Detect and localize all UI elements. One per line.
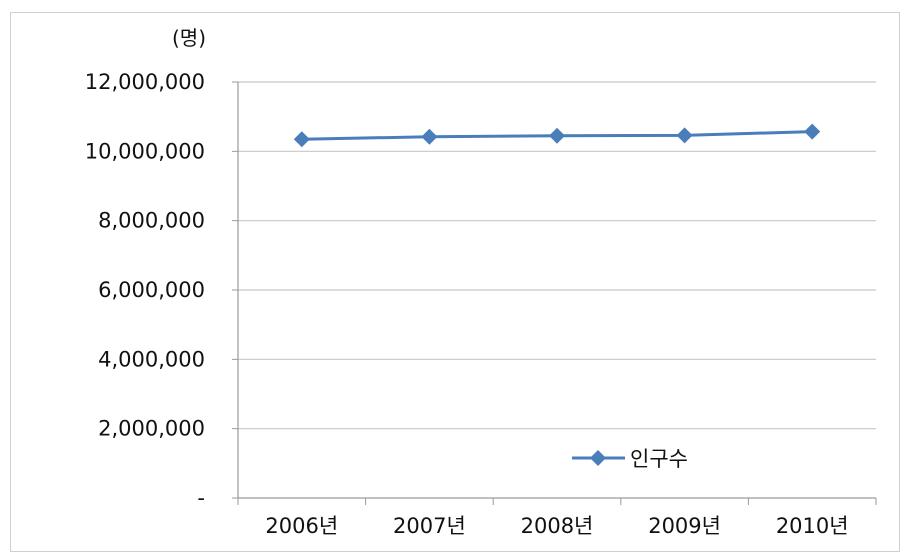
y-tick-label: 12,000,000 <box>85 70 205 94</box>
y-unit-label: (명) <box>172 26 206 50</box>
x-tick-label: 2007년 <box>393 514 466 538</box>
data-point <box>421 128 438 145</box>
x-tick-label: 2006년 <box>265 514 338 538</box>
y-tick-label: 6,000,000 <box>98 278 205 302</box>
series-layer <box>293 123 821 148</box>
y-tick-label: 4,000,000 <box>98 347 205 371</box>
y-tick-label: 8,000,000 <box>98 209 205 233</box>
legend-label: 인구수 <box>630 447 688 471</box>
data-point <box>293 131 310 148</box>
y-axis-ticks: 12,000,000 10,000,000 8,000,000 6,000,000 4,… <box>85 70 238 510</box>
x-tick-label: 2008년 <box>521 514 594 538</box>
data-point <box>676 127 693 144</box>
chart-frame <box>10 12 900 552</box>
data-point <box>549 127 565 144</box>
y-tick-label: 10,000,000 <box>85 139 205 163</box>
legend[interactable]: 인구수 <box>572 447 688 471</box>
y-tick-label: - <box>197 486 205 510</box>
y-tick-label: 2,000,000 <box>98 417 205 441</box>
gridlines <box>238 81 876 430</box>
x-tick-label: 2009년 <box>648 514 721 538</box>
x-axis: 2006년 2007년 2008년 2009년 2010년 <box>237 82 877 538</box>
legend-marker <box>590 450 606 466</box>
x-tick-label: 2010년 <box>776 514 849 538</box>
data-point <box>804 123 821 140</box>
